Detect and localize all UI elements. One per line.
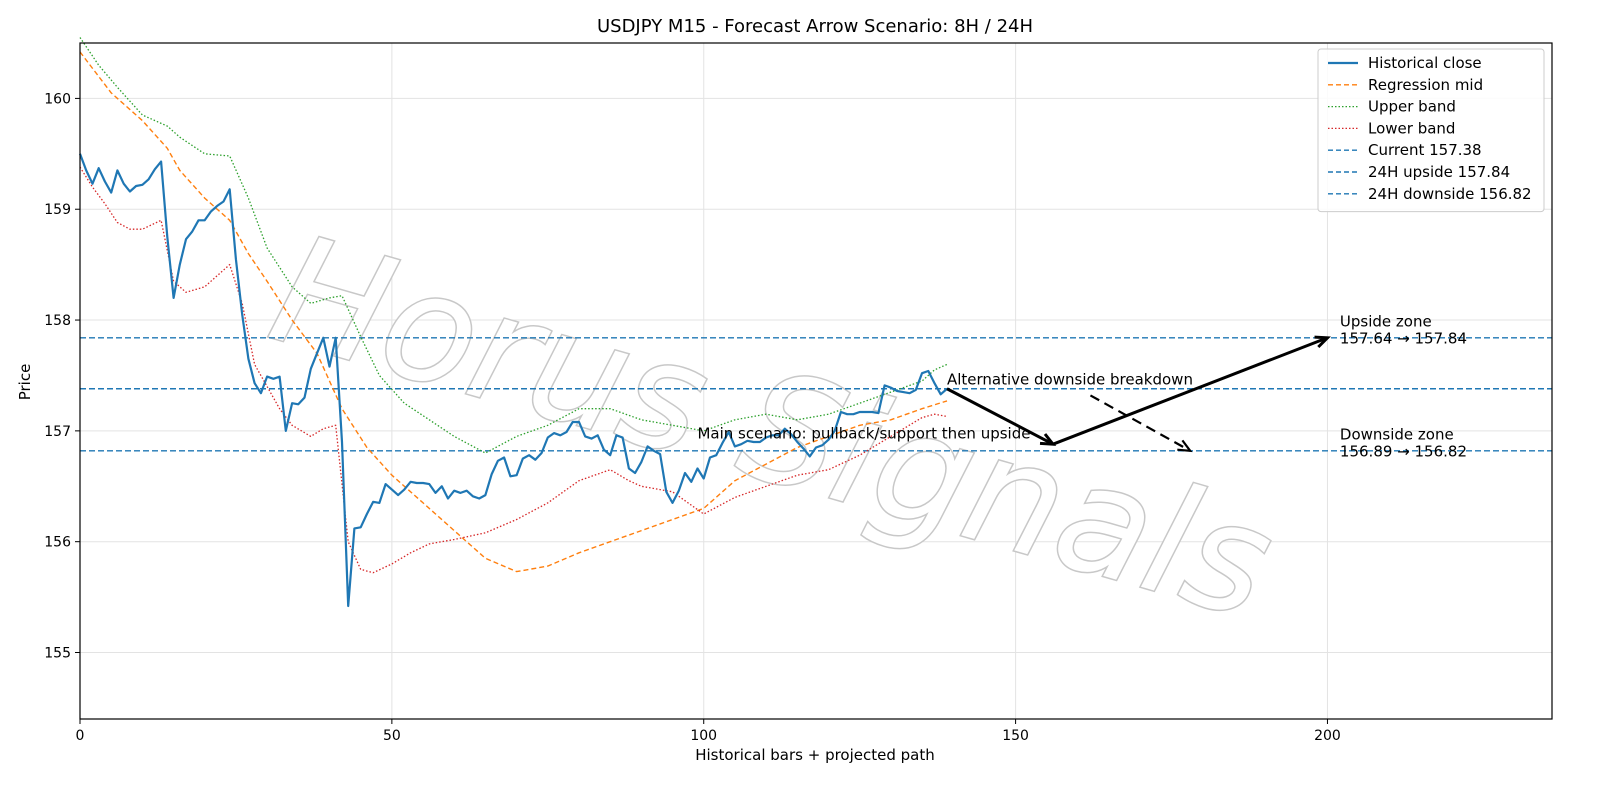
series-line-historical-close (78, 153, 948, 608)
legend-label: Upper band (1368, 98, 1456, 116)
x-tick-label: 0 (76, 728, 85, 744)
y-tick-label: 155 (44, 646, 71, 662)
x-tick-label: 200 (1314, 728, 1341, 744)
annotation-text: Upside zone 157.64 → 157.84 (1340, 313, 1467, 348)
legend-label: Regression mid (1368, 76, 1483, 94)
arrow-head (1039, 433, 1057, 446)
legend-label: 24H downside 156.82 (1368, 185, 1532, 203)
y-tick-label: 160 (44, 91, 71, 107)
annotations: Alternative downside breakdown Main scena… (697, 313, 1467, 461)
annotation-text: Downside zone 156.89 → 156.82 (1340, 426, 1467, 461)
x-tick-label: 50 (383, 728, 401, 744)
axis-ticks: 0 50 100 150 200 155 156 157 158 159 160 (44, 91, 1341, 744)
legend-label: Current 157.38 (1368, 141, 1482, 159)
series-line-lower-band (79, 166, 948, 574)
annotation-text: Alternative downside breakdown (947, 370, 1193, 388)
y-tick-label: 159 (44, 202, 71, 218)
legend-box (1317, 48, 1545, 213)
x-tick-label: 150 (1002, 728, 1029, 744)
horizontal-lines (80, 337, 1552, 452)
y-tick-label: 157 (44, 424, 71, 440)
y-tick-label: 158 (44, 313, 71, 329)
x-axis-label: Historical bars + projected path (695, 746, 935, 764)
forecast-arrow (946, 387, 1054, 446)
forecast-arrows (946, 335, 1331, 453)
y-tick-label: 156 (44, 535, 71, 551)
legend-label: Historical close (1368, 54, 1482, 72)
y-axis-label: Price (16, 364, 34, 401)
annotation-text: Main scenario: pullback/support then ups… (697, 425, 1030, 443)
series-line-upper-band (79, 37, 948, 454)
arrow-head (1314, 335, 1331, 349)
grid (79, 43, 1552, 719)
legend: Historical close Regression mid Upper band… (1317, 48, 1545, 213)
arrow-head (1177, 439, 1193, 453)
forecast-arrow (1089, 394, 1191, 452)
legend-label: 24H upside 157.84 (1368, 163, 1510, 181)
series-lines (78, 37, 948, 608)
x-tick-label: 100 (690, 728, 717, 744)
chart-title: USDJPY M15 - Forecast Arrow Scenario: 8H… (597, 16, 1033, 37)
forecast-arrow (1052, 336, 1328, 446)
plot-frame (79, 42, 1553, 720)
legend-label: Lower band (1368, 119, 1455, 137)
series-line-regression-mid (79, 51, 948, 573)
